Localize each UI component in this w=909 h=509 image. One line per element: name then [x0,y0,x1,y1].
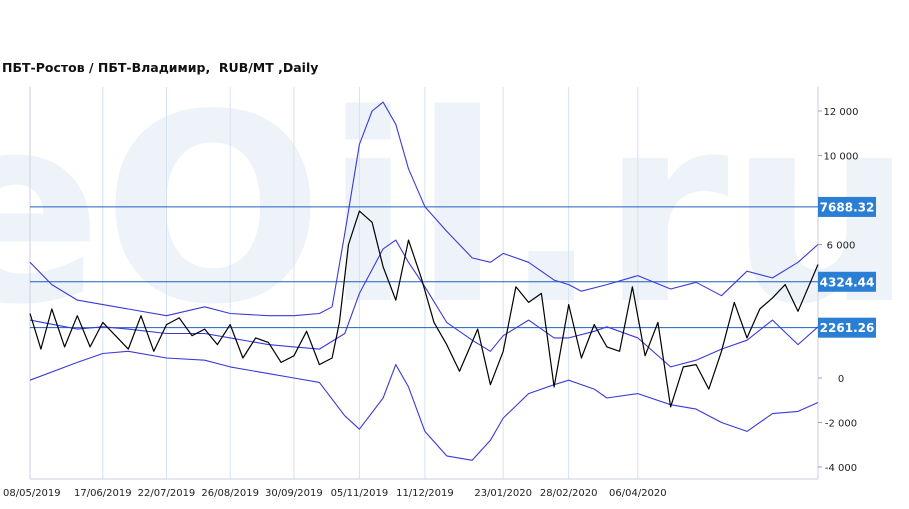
x-tick-label: 26/08/2019 [201,488,259,499]
x-tick-label: 22/07/2019 [138,488,196,499]
level-badge-label: 7688.32 [820,200,875,214]
x-tick-label: 05/11/2019 [331,488,389,499]
x-tick-label: 17/06/2019 [74,488,132,499]
x-tick-label: 23/01/2020 [474,488,532,499]
y-tick-label: -4 000 [825,463,857,474]
x-tick-label: 28/02/2020 [540,488,598,499]
lower-band-line [30,351,818,460]
y-tick-label: 12 000 [824,107,859,118]
y-tick-label: 6 000 [827,241,856,252]
level-badge-label: 4324.44 [820,275,875,289]
y-tick-label: 10 000 [824,152,859,163]
watermark-logo: eOil.ru [0,60,909,362]
x-tick-label: 30/09/2019 [265,488,323,499]
y-tick-label: -2 000 [825,419,857,430]
level-badge-label: 2261.26 [820,321,875,335]
x-tick-label: 11/12/2019 [396,488,454,499]
x-tick-label: 08/05/2019 [3,488,61,499]
x-tick-labels: 08/05/2019 17/06/2019 22/07/2019 26/08/2019… [3,488,667,499]
x-tick-label: 06/04/2020 [609,488,667,499]
y-tick-label: 0 [838,374,844,385]
